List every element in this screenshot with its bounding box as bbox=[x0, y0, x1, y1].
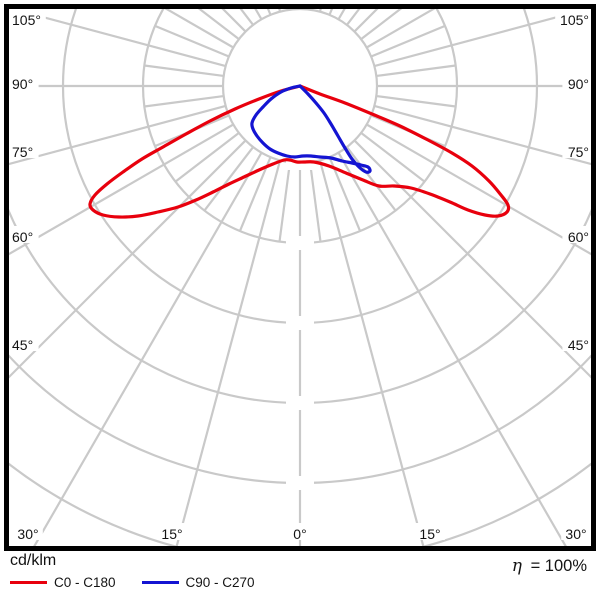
axis-value-slot bbox=[286, 236, 314, 250]
eta-symbol: η bbox=[511, 556, 522, 576]
legend-swatch-c0-c180 bbox=[10, 581, 47, 584]
angle-label: 90° bbox=[568, 76, 589, 92]
eta-value: = 100% bbox=[530, 557, 587, 575]
angle-label: 0° bbox=[293, 526, 306, 542]
curve-c90-c270 bbox=[250, 84, 372, 174]
angle-label: 105° bbox=[560, 12, 589, 28]
plot-border bbox=[4, 4, 596, 551]
angle-label: 90° bbox=[12, 76, 33, 92]
angle-label: 75° bbox=[568, 144, 589, 160]
angle-labels: 105° 90° 75° 60° 45° 105° 90° 75° 60° 45° 30° 15° 0°… bbox=[9, 9, 592, 542]
legend-swatch-c90-c270 bbox=[141, 581, 179, 584]
angle-label: 105° bbox=[12, 12, 41, 28]
angle-label: 60° bbox=[568, 229, 589, 245]
unit-label: cd/klm bbox=[10, 552, 57, 569]
axis-value-slot bbox=[286, 396, 314, 410]
legend-label-c0-c180: C0 - C180 bbox=[54, 575, 116, 590]
angle-label: 45° bbox=[12, 337, 33, 353]
angle-label: 45° bbox=[568, 337, 589, 353]
angle-label: 30° bbox=[17, 526, 38, 542]
angle-label: 15° bbox=[161, 526, 182, 542]
legend: C0 - C180 C90 - C270 bbox=[10, 575, 255, 590]
angle-label: 60° bbox=[12, 229, 33, 245]
angle-label: 15° bbox=[419, 526, 440, 542]
axis-value-slot bbox=[286, 476, 314, 490]
efficiency-label: η = 100% bbox=[512, 556, 587, 576]
angle-label: 30° bbox=[565, 526, 586, 542]
angle-label: 75° bbox=[12, 144, 33, 160]
legend-label-c90-c270: C90 - C270 bbox=[185, 575, 255, 590]
curve-c0-c180 bbox=[88, 84, 511, 219]
axis-value-slot bbox=[286, 316, 314, 330]
